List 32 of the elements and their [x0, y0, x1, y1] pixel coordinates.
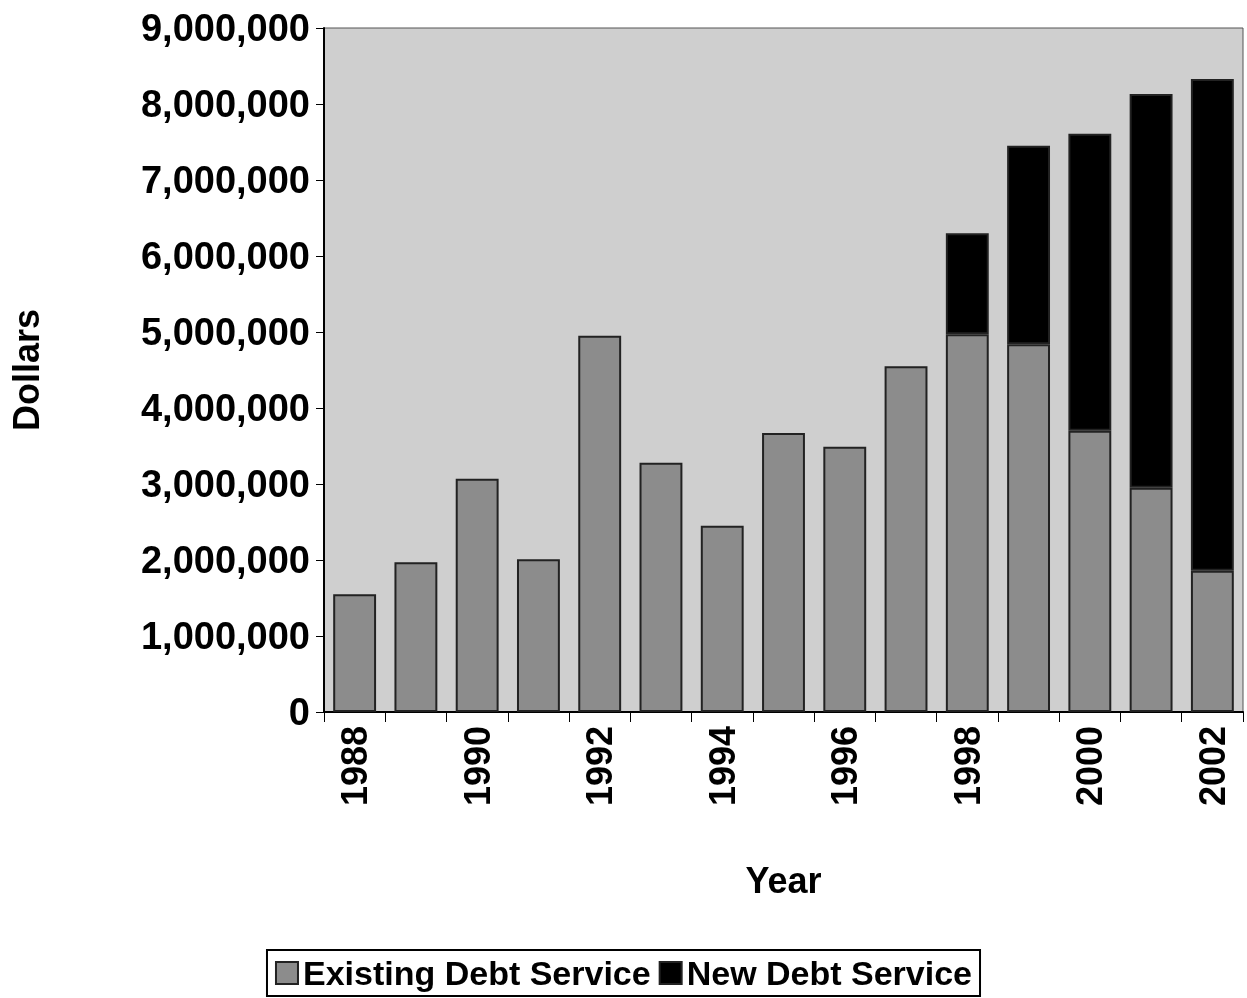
y-tick-label: 7,000,000: [140, 159, 310, 201]
x-tick-label: 1990: [456, 726, 498, 807]
bar: [762, 433, 805, 712]
bar: [884, 366, 928, 712]
x-tick-label: 1988: [334, 726, 376, 807]
x-axis-title: Year: [745, 859, 822, 901]
bar: [578, 335, 622, 712]
x-tick-label: 1994: [701, 726, 743, 807]
y-tick-label: 9,000,000: [140, 7, 310, 49]
y-tick-label: 1,000,000: [140, 615, 310, 657]
y-tick-label: 0: [288, 691, 310, 733]
bar: [639, 462, 683, 712]
y-axis-title: Dollars: [5, 308, 47, 432]
y-tick-label: 5,000,000: [140, 311, 310, 353]
y-tick-label: 2,000,000: [140, 539, 310, 581]
bar: [516, 559, 560, 712]
x-tick-label: 1998: [946, 726, 988, 807]
bar: [455, 478, 499, 712]
bar: [700, 525, 744, 712]
y-tick-label: 6,000,000: [140, 235, 310, 277]
legend-label: New Debt Service: [686, 954, 973, 992]
y-tick-label: 3,000,000: [140, 463, 310, 505]
x-tick-label: 2002: [1191, 726, 1233, 807]
y-tick-label: 8,000,000: [140, 83, 310, 125]
bar: [823, 446, 867, 712]
bar: [394, 562, 438, 712]
x-tick-label: 1992: [579, 726, 621, 807]
x-tick-label: 2000: [1069, 726, 1111, 807]
x-tick-label: 1996: [824, 726, 866, 807]
legend-label: Existing Debt Service: [302, 954, 651, 992]
y-tick-label: 4,000,000: [140, 387, 310, 429]
bar: [333, 594, 377, 712]
